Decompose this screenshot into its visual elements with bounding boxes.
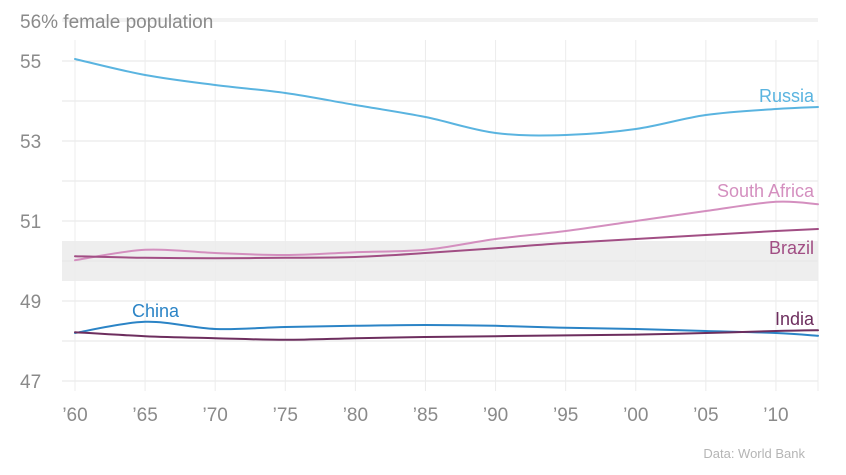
- series-lines: [74, 58, 819, 341]
- x-axis-ticks: ’60 ’65 ’70 ’75 ’80 ’85 ’90 ’95 ’00 ’05 ’10: [62, 405, 788, 426]
- y-tick-label: 53: [20, 132, 41, 153]
- x-tick-label: ’65: [132, 405, 157, 426]
- series-line-south-africa: [74, 200, 819, 262]
- series-label-russia: Russia: [759, 86, 815, 106]
- series-line-india: [74, 329, 819, 341]
- series-line-china: [74, 320, 819, 337]
- x-tick-label: ’05: [693, 405, 718, 426]
- chart-title: 56% female population: [20, 12, 213, 33]
- x-tick-label: ’70: [203, 405, 228, 426]
- x-tick-label: ’60: [62, 405, 87, 426]
- series-label-south-africa: South Africa: [717, 181, 815, 201]
- series-labels: Russia South Africa Brazil China India: [132, 86, 815, 329]
- x-tick-label: ’90: [483, 405, 508, 426]
- x-tick-label: ’75: [273, 405, 298, 426]
- y-tick-label: 55: [20, 52, 41, 73]
- y-axis-ticks: 47 49 51 53 55: [20, 52, 41, 393]
- x-tick-label: ’80: [343, 405, 368, 426]
- gridlines: [62, 18, 819, 391]
- x-tick-label: ’95: [553, 405, 578, 426]
- series-label-india: India: [775, 309, 815, 329]
- data-source: Data: World Bank: [703, 446, 805, 461]
- series-label-china: China: [132, 301, 180, 321]
- y-tick-label: 49: [20, 292, 41, 313]
- series-line-brazil: [74, 228, 819, 260]
- x-tick-label: ’10: [763, 405, 788, 426]
- y-tick-label: 51: [20, 212, 41, 233]
- series-label-brazil: Brazil: [769, 238, 814, 258]
- y-tick-label: 47: [20, 372, 41, 393]
- series-line-russia: [74, 58, 819, 137]
- x-tick-label: ’85: [413, 405, 438, 426]
- x-tick-label: ’00: [623, 405, 648, 426]
